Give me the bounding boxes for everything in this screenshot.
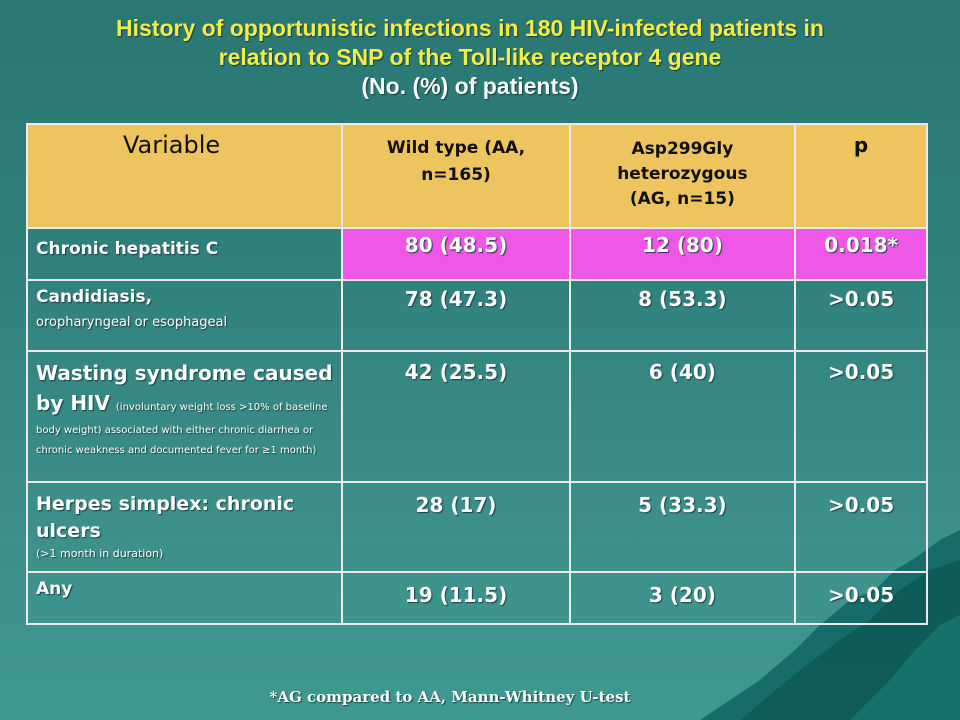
row-label-main: Wasting syndrome caused by HIV bbox=[36, 361, 333, 415]
row-label-sub: oropharyngeal or esophageal bbox=[36, 315, 228, 330]
cell-asp299gly: 3 (20) bbox=[568, 571, 797, 625]
table-row: Candidiasis, oropharyngeal or esophageal… bbox=[25, 279, 928, 352]
row-label-sub: (involuntary weight loss >10% of baselin… bbox=[36, 402, 328, 456]
row-label-main: Herpes simplex: chronic ulcers bbox=[36, 493, 295, 542]
cell-asp299gly: 12 (80) bbox=[568, 227, 797, 281]
cell-asp299gly: 8 (53.3) bbox=[568, 279, 797, 352]
slide-title: History of opportunistic infections in 1… bbox=[0, 14, 940, 101]
header-variable: Variable bbox=[25, 123, 344, 229]
row-label-main: Chronic hepatitis C bbox=[36, 239, 219, 259]
row-label-main: Any bbox=[36, 579, 73, 599]
title-line-2: relation to SNP of the Toll-like recepto… bbox=[218, 44, 722, 70]
table-row: Wasting syndrome caused by HIV (involunt… bbox=[25, 350, 928, 483]
table-row: Herpes simplex: chronic ulcers (>1 month… bbox=[25, 481, 928, 573]
row-label: Herpes simplex: chronic ulcers (>1 month… bbox=[25, 481, 344, 573]
row-label: Candidiasis, oropharyngeal or esophageal bbox=[25, 279, 344, 352]
footnote: *AG compared to AA, Mann-Whitney U-test bbox=[269, 688, 631, 706]
row-label-main: Candidiasis, bbox=[36, 287, 153, 307]
cell-wild-type: 78 (47.3) bbox=[341, 279, 571, 352]
title-line-3: (No. (%) of patients) bbox=[361, 73, 579, 99]
title-line-1: History of opportunistic infections in 1… bbox=[116, 15, 824, 41]
cell-p: 0.018* bbox=[794, 227, 928, 281]
infections-table: Variable Wild type (AA, n=165) Asp299Gly… bbox=[25, 123, 928, 625]
header-p: p bbox=[794, 123, 928, 229]
cell-asp299gly: 6 (40) bbox=[568, 350, 797, 483]
header-asp-line-1: Asp299Gly heterozygous bbox=[617, 139, 748, 184]
cell-p: >0.05 bbox=[794, 279, 928, 352]
cell-p: >0.05 bbox=[794, 571, 928, 625]
table-row: Any 19 (11.5) 3 (20) >0.05 bbox=[25, 571, 928, 625]
header-wild-type-line-2: n=165) bbox=[421, 165, 491, 185]
header-asp299gly: Asp299Gly heterozygous (AG, n=15) bbox=[568, 123, 797, 229]
header-asp-line-2: (AG, n=15) bbox=[629, 189, 735, 209]
cell-p: >0.05 bbox=[794, 481, 928, 573]
cell-wild-type: 42 (25.5) bbox=[341, 350, 571, 483]
cell-wild-type: 19 (11.5) bbox=[341, 571, 571, 625]
cell-p: >0.05 bbox=[794, 350, 928, 483]
row-label: Wasting syndrome caused by HIV (involunt… bbox=[25, 350, 344, 483]
header-wild-type-line-1: Wild type (AA, bbox=[386, 138, 526, 158]
cell-wild-type: 28 (17) bbox=[341, 481, 571, 573]
row-label-sub: (>1 month in duration) bbox=[36, 547, 164, 560]
row-label: Any bbox=[25, 571, 344, 625]
header-wild-type: Wild type (AA, n=165) bbox=[341, 123, 571, 229]
table-row: Chronic hepatitis C 80 (48.5) 12 (80) 0.… bbox=[25, 227, 928, 281]
row-label: Chronic hepatitis C bbox=[25, 227, 344, 281]
header-row: Variable Wild type (AA, n=165) Asp299Gly… bbox=[25, 123, 928, 229]
cell-asp299gly: 5 (33.3) bbox=[568, 481, 797, 573]
cell-wild-type: 80 (48.5) bbox=[341, 227, 571, 281]
